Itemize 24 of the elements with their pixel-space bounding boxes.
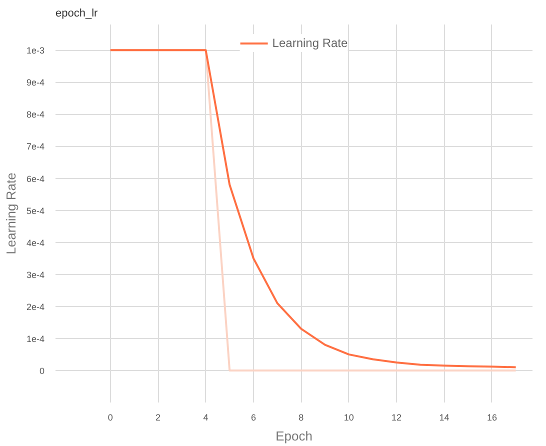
x-tick-label: 8 (298, 412, 304, 422)
x-tick-label: 12 (392, 412, 402, 422)
y-axis-title: Learning Rate (3, 172, 18, 254)
y-tick-label: 3e-4 (26, 270, 44, 280)
legend-label: Learning Rate (272, 36, 348, 50)
x-tick-label: 14 (439, 412, 450, 422)
y-tick-label: 2e-4 (26, 302, 44, 312)
x-axis-title: Epoch (276, 428, 312, 444)
y-tick-label: 1e-3 (26, 46, 44, 56)
y-tick-label: 4e-4 (26, 238, 44, 248)
y-tick-label: 8e-4 (26, 110, 44, 120)
x-tick-label: 16 (486, 412, 497, 422)
x-tick-label: 6 (250, 412, 256, 422)
x-tick-label: 4 (203, 412, 208, 422)
y-tick-label: 6e-4 (26, 174, 44, 184)
x-tick-label: 2 (156, 412, 161, 422)
y-tick-label: 0 (39, 366, 45, 376)
chart-title: epoch_lr (56, 8, 98, 20)
y-tick-label: 9e-4 (26, 78, 44, 88)
x-tick-label: 0 (108, 412, 113, 422)
y-tick-label: 7e-4 (26, 142, 44, 152)
x-tick-label: 10 (344, 412, 354, 422)
y-tick-label: 1e-4 (26, 334, 44, 344)
y-tick-label: 5e-4 (26, 206, 44, 216)
